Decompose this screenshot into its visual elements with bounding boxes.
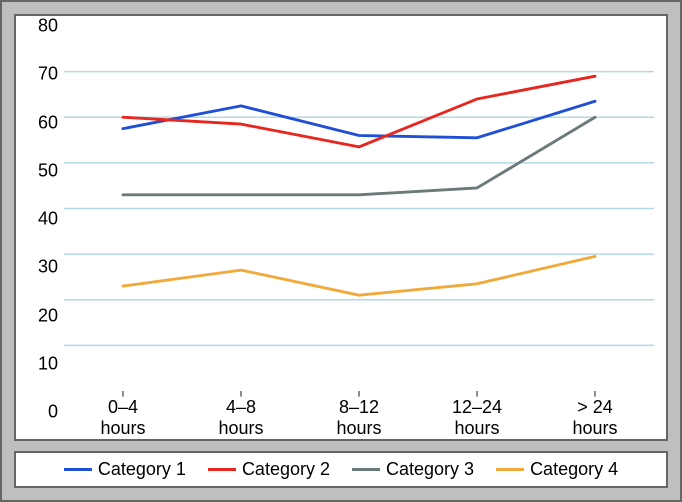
legend-swatch (208, 468, 236, 471)
x-tick-label: 4–8 hours (218, 391, 263, 438)
y-tick-label: 40 (38, 209, 64, 230)
legend-swatch (496, 468, 524, 471)
series-line (123, 101, 595, 138)
legend-item: Category 1 (64, 459, 186, 480)
y-tick-label: 50 (38, 160, 64, 181)
legend-label: Category 2 (242, 459, 330, 480)
plot-box: 0 10 20 30 40 50 60 70 80 0–4 hours 4–8 hours 8–12 … (14, 14, 668, 441)
y-tick-label: 80 (38, 16, 64, 37)
legend-label: Category 3 (386, 459, 474, 480)
y-tick-label: 70 (38, 64, 64, 85)
x-tick-label: 0–4 hours (100, 391, 145, 438)
legend-swatch (352, 468, 380, 471)
legend-item: Category 2 (208, 459, 330, 480)
y-tick-label: 0 (48, 402, 64, 423)
legend-swatch (64, 468, 92, 471)
y-tick-label: 60 (38, 112, 64, 133)
legend: Category 1 Category 2 Category 3 Category 4 (14, 451, 668, 488)
legend-label: Category 4 (530, 459, 618, 480)
y-tick-label: 10 (38, 353, 64, 374)
x-tick-label: > 24 hours (572, 391, 617, 438)
plot-inner: 010203040506070800–4 hours4–8 hours8–12 … (64, 26, 654, 391)
legend-item: Category 4 (496, 459, 618, 480)
chart-outer-frame: 0 10 20 30 40 50 60 70 80 0–4 hours 4–8 hours 8–12 … (0, 0, 682, 502)
x-tick-label: 8–12 hours (336, 391, 381, 438)
y-tick-label: 30 (38, 257, 64, 278)
legend-item: Category 3 (352, 459, 474, 480)
series-line (123, 256, 595, 295)
chart-svg (64, 26, 654, 391)
legend-label: Category 1 (98, 459, 186, 480)
x-tick-label: 12–24 hours (452, 391, 502, 438)
series-line (123, 117, 595, 195)
y-tick-label: 20 (38, 305, 64, 326)
